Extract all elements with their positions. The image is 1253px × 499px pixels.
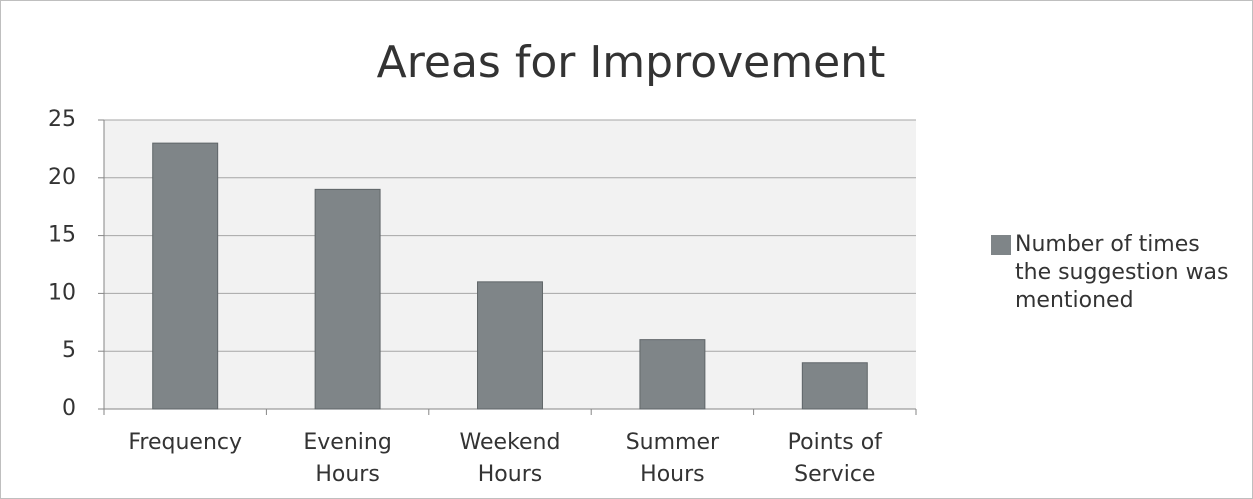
legend: Number of times the suggestion was menti… bbox=[991, 231, 1230, 315]
bar bbox=[801, 362, 868, 410]
bar bbox=[639, 339, 706, 410]
y-tick-label: 25 bbox=[48, 107, 76, 132]
x-tick-label: Frequency bbox=[128, 430, 243, 455]
x-tick-label: Points of Service bbox=[787, 430, 882, 487]
bar bbox=[477, 281, 543, 410]
y-tick-label: 10 bbox=[48, 280, 76, 305]
x-tick-label: Summer Hours bbox=[625, 430, 720, 487]
x-tick-label: Weekend Hours bbox=[459, 430, 561, 487]
bar bbox=[314, 188, 381, 410]
bar bbox=[152, 142, 219, 410]
y-tick-label: 5 bbox=[62, 338, 76, 363]
y-tick-label: 15 bbox=[48, 223, 76, 248]
y-tick-label: 0 bbox=[62, 396, 76, 421]
y-tick-label: 20 bbox=[48, 165, 76, 190]
x-tick-label: Evening Hours bbox=[303, 430, 392, 487]
chart-title: Areas for Improvement bbox=[376, 37, 886, 88]
legend-swatch bbox=[991, 235, 1011, 255]
legend-label: Number of times the suggestion was menti… bbox=[1015, 232, 1229, 313]
